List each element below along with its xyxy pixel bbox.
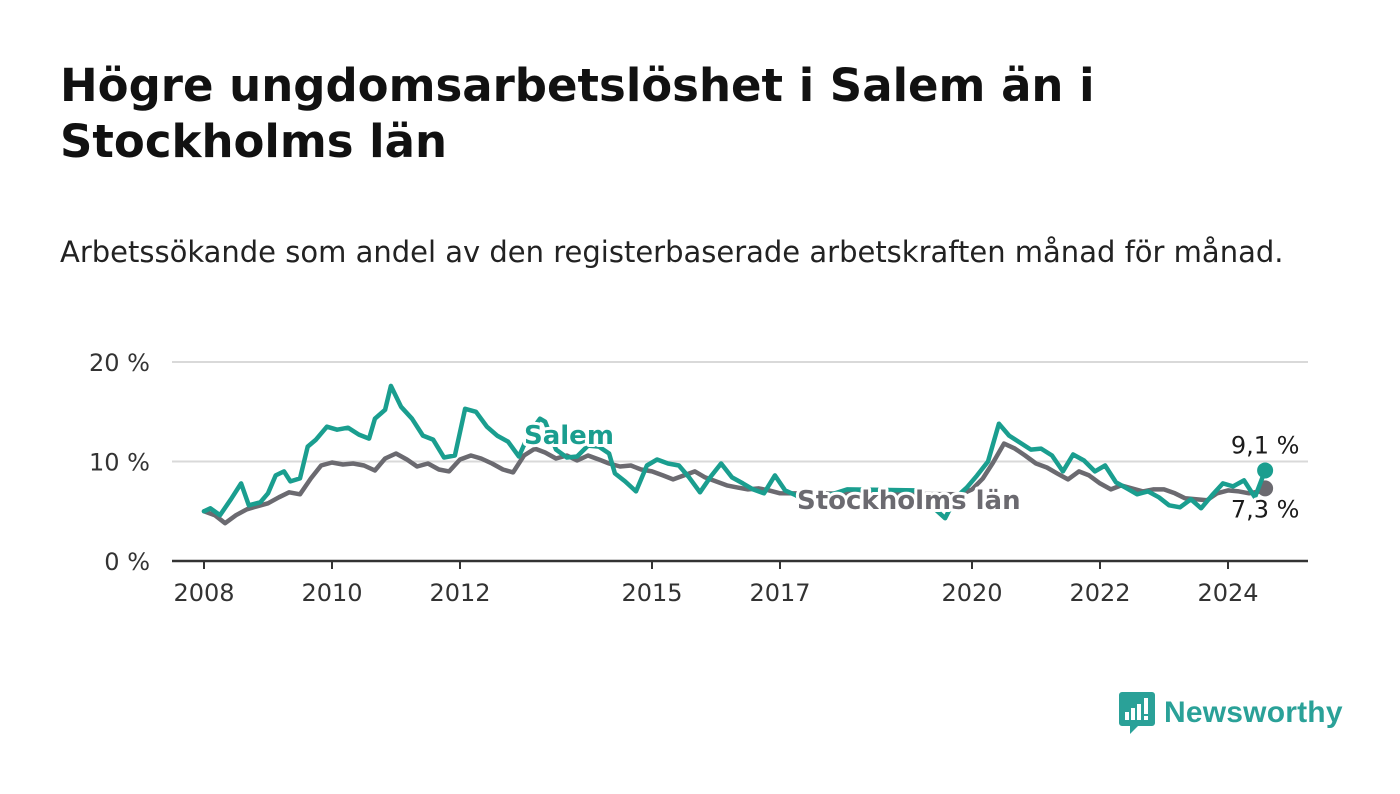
- x-tick-label: 2008: [173, 579, 234, 607]
- logo-text: Newsworthy: [1164, 696, 1343, 729]
- y-tick-label: 10 %: [89, 449, 150, 477]
- chart-subtitle: Arbetssökande som andel av den registerb…: [60, 235, 1284, 269]
- bar-chart-icon: [1119, 692, 1155, 734]
- series-line-stockholms-ln: [201, 441, 1268, 526]
- grid-layer: 0 % 10 % 20 % 2008 2010 2012 2015 2017 2020 2022 2…: [89, 349, 1308, 607]
- x-tick-label: 2010: [301, 579, 362, 607]
- end-value-label-salem: 9,1 %: [1231, 431, 1300, 459]
- end-value-label-stockholm: 7,3 %: [1231, 495, 1300, 523]
- chart-title: Högre ungdomsarbetslöshet i Salem än i S…: [60, 59, 1095, 168]
- x-tick-label: 2012: [429, 579, 490, 607]
- newsworthy-logo[interactable]: Newsworthy: [1118, 690, 1343, 736]
- x-tick-label: 2017: [749, 579, 810, 607]
- series-layer: [201, 383, 1274, 526]
- series-label-salem: Salem: [524, 421, 614, 451]
- x-tick-label: 2020: [941, 579, 1002, 607]
- series-line-salem: [201, 383, 1268, 521]
- x-tick-label: 2022: [1069, 579, 1130, 607]
- y-tick-label: 0 %: [104, 548, 150, 576]
- series-label-stockholm: Stockholms län: [797, 486, 1021, 516]
- x-tick-label: 2024: [1197, 579, 1258, 607]
- series-end-point: [1257, 462, 1274, 479]
- x-tick-label: 2015: [621, 579, 682, 607]
- y-tick-label: 20 %: [89, 349, 150, 377]
- label-layer: Salem Stockholms län 9,1 % 7,3 %: [521, 418, 1302, 526]
